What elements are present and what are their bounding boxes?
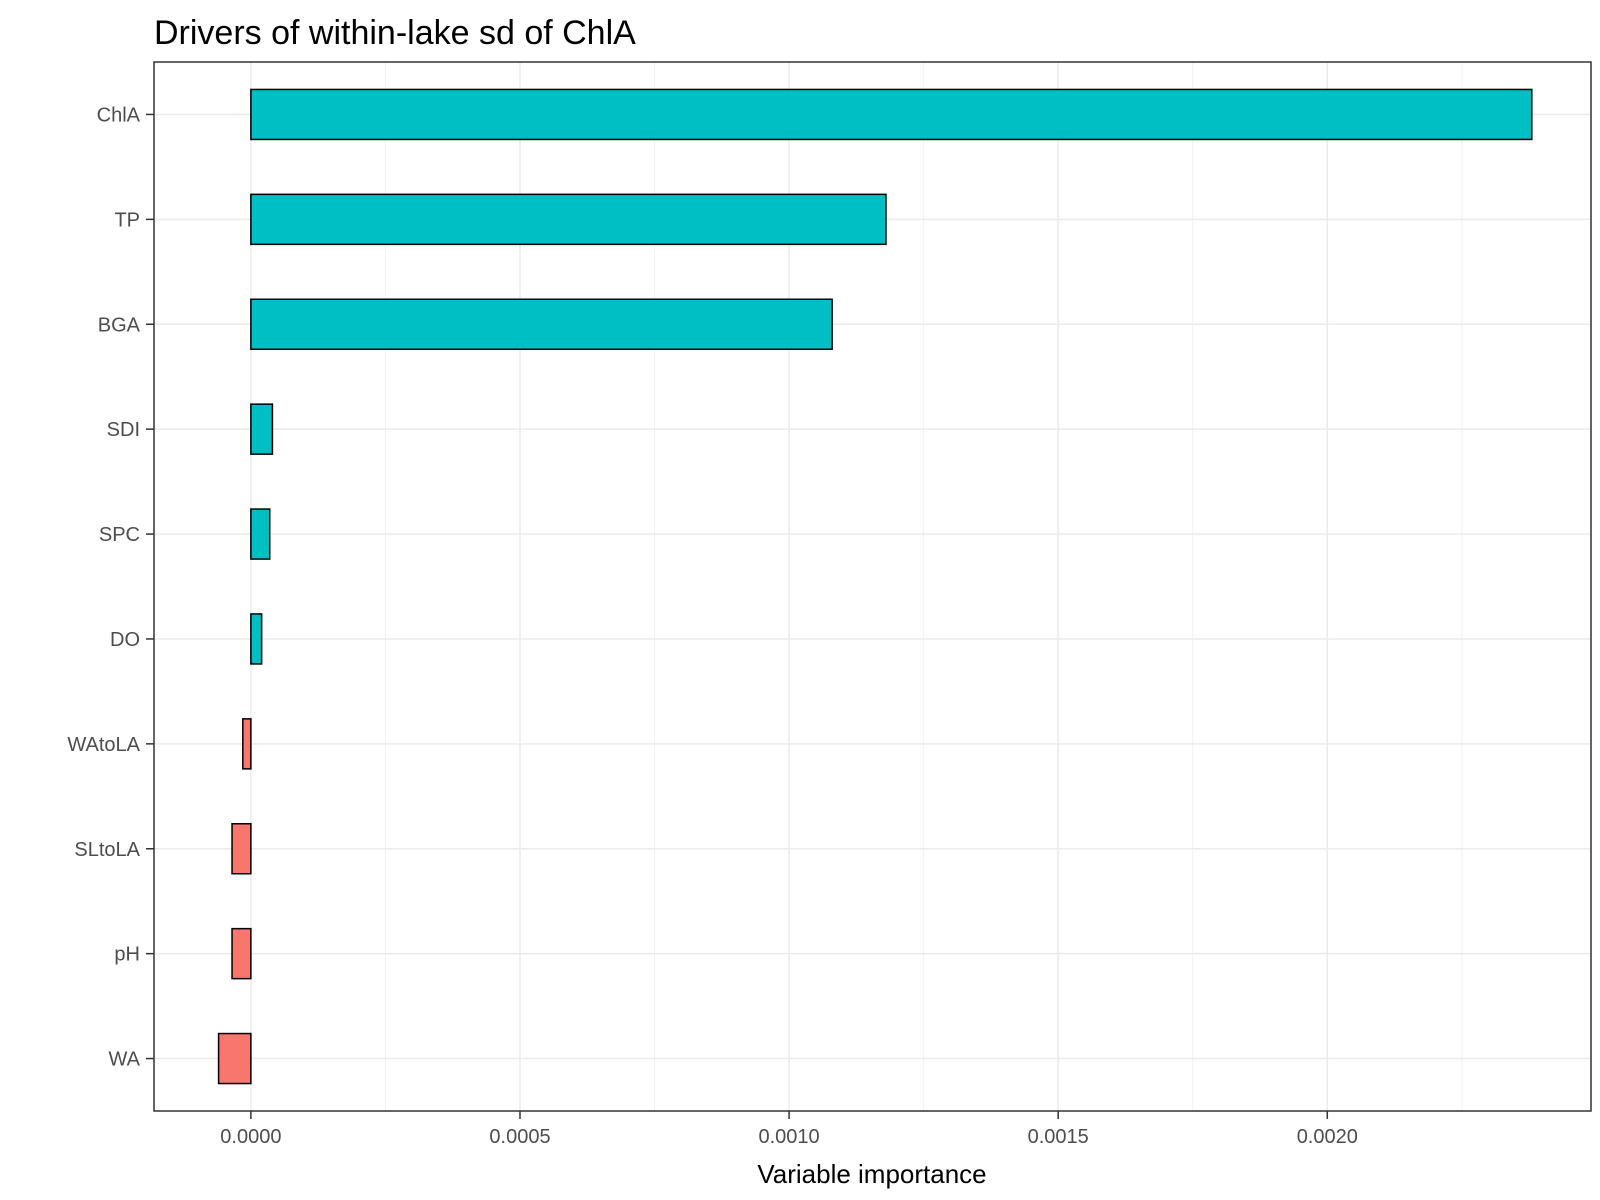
y-tick-label: ChlA	[97, 104, 141, 126]
x-axis-title: Variable importance	[757, 1159, 986, 1189]
y-tick-label: WA	[109, 1049, 141, 1071]
x-tick-label: 0.0010	[758, 1126, 819, 1148]
y-tick-label: TP	[114, 209, 140, 231]
x-axis: 0.0000 0.0005 0.0010 0.0015 0.0020	[220, 1111, 1358, 1148]
bar-sltola	[231, 823, 252, 875]
bar-do	[250, 613, 263, 665]
y-tick-label: SPC	[99, 524, 140, 546]
bar-spc	[250, 508, 271, 560]
chart-title: Drivers of within-lake sd of ChlA	[154, 14, 636, 52]
y-tick-label: DO	[110, 629, 140, 651]
y-tick-label: BGA	[98, 314, 141, 336]
x-tick-label: 0.0015	[1028, 1126, 1089, 1148]
y-tick-label: WAtoLA	[67, 734, 140, 756]
bar-wa	[217, 1032, 252, 1085]
bar-ph	[231, 927, 252, 980]
y-tick-label: pH	[114, 944, 140, 966]
panel-border	[153, 61, 1592, 1112]
bar-tp	[250, 193, 887, 246]
x-tick-label: 0.0000	[220, 1126, 281, 1148]
bar-watola	[242, 718, 252, 770]
x-tick-label: 0.0020	[1297, 1126, 1358, 1148]
bar-chla	[250, 88, 1533, 141]
y-tick-label: SDI	[107, 419, 140, 441]
y-tick-label: SLtoLA	[74, 839, 140, 861]
bars	[217, 88, 1533, 1085]
bar-bga	[250, 298, 833, 350]
x-tick-label: 0.0005	[489, 1126, 550, 1148]
bar-sdi	[250, 403, 274, 455]
y-axis: ChlA TP BGA SDI SPC DO WAtoLA SLtoLA pH WA	[67, 104, 154, 1071]
